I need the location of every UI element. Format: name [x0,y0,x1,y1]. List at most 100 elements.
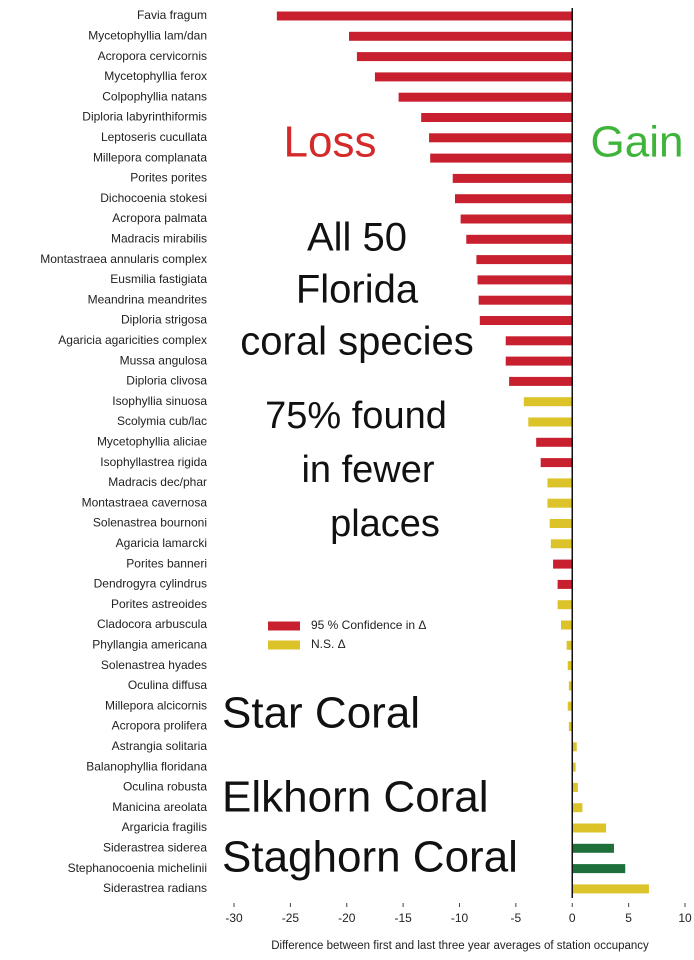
bar [421,113,573,122]
bar [572,803,583,813]
y-tick-label: Mycetophyllia ferox [104,69,207,83]
y-tick-label: Acropora prolifera [112,719,208,733]
y-tick-label: Dendrogyra cylindrus [94,577,207,591]
bar [454,194,573,204]
bar [572,782,578,792]
y-tick-label: Phyllangia americana [92,637,207,651]
bar [547,478,573,488]
legend-swatch [268,621,300,631]
annotation: 75% found [265,395,447,437]
y-tick-label: Eusmilia fastigiata [110,272,207,286]
y-tick-label: Siderastrea radians [103,881,207,895]
bar [505,356,573,366]
bar [356,52,573,62]
y-tick-label: Porites porites [130,171,207,185]
bar [553,559,573,569]
bar [523,397,573,407]
annotation: All 50 [307,216,407,260]
bar [557,579,573,589]
bar [572,884,649,894]
y-tick-label: Argaricia fragilis [122,820,207,834]
y-tick-label: Agaricia agaricities complex [58,333,207,347]
bar [452,173,573,183]
y-tick-label: Madracis dec/phar [108,475,207,489]
y-tick-label: Isophyllastrea rigida [100,455,207,469]
bar [509,376,573,386]
y-tick-label: Millepora complanata [93,150,207,164]
legend-label: N.S. Δ [311,637,346,651]
y-tick-label: Favia fragum [137,8,207,22]
bar [547,498,573,508]
bar [566,640,573,650]
y-tick-label: Diploria clivosa [126,374,207,388]
bar [528,417,573,427]
x-tick-label: 10 [678,911,692,925]
bar [568,681,573,691]
y-tick-label: Mussa angulosa [120,353,208,367]
x-tick-label: -20 [338,911,356,925]
bar [479,316,573,325]
y-tick-label: Stephanocoenia michelinii [68,861,207,875]
bar [572,823,607,833]
y-tick-label: Colpophyllia natans [102,89,207,103]
bar [540,458,573,468]
y-tick-label: Porites banneri [126,556,207,570]
bar [572,762,576,772]
bar [549,519,573,528]
y-tick-label: Mycetophyllia aliciae [97,434,207,448]
y-tick-label: Siderastrea siderea [103,840,207,854]
bar [572,742,577,752]
y-tick-label: Diploria strigosa [121,313,207,327]
y-tick-label: Meandrina meandrites [88,292,207,306]
annotation: Loss [284,118,377,167]
y-tick-label: Balanophyllia floridana [86,759,207,773]
bar [460,214,573,224]
annotation: Star Coral [222,689,420,738]
bar [276,11,573,21]
x-tick-label: -25 [282,911,300,925]
y-tick-label: Madracis mirabilis [111,231,207,245]
annotation: places [330,503,440,545]
bar [466,234,573,244]
bar [429,133,573,143]
y-tick-label: Agaricia lamarcki [116,536,207,550]
bar [572,843,614,853]
y-tick-label: Astrangia solitaria [112,739,208,753]
y-tick-label: Porites astreoides [111,597,207,611]
bar [560,620,573,630]
bar [568,722,573,731]
y-tick-label: Solenastrea hyades [101,658,207,672]
y-tick-label: Isophyllia sinuosa [112,394,207,408]
y-tick-label: Diploria labyrinthiformis [82,110,207,124]
bar [505,336,573,346]
x-tick-label: -30 [225,911,243,925]
bar [572,864,626,874]
x-tick-label: -15 [394,911,412,925]
x-tick-label: -10 [451,911,469,925]
y-tick-label: Cladocora arbuscula [97,617,207,631]
annotation: Gain [591,118,684,167]
annotation: coral species [240,320,473,364]
annotation: Florida [296,268,419,312]
bar [536,437,573,447]
y-tick-label: Dichocoenia stokesi [100,191,207,205]
bar [398,92,573,102]
legend-label: 95 % Confidence in Δ [311,618,426,632]
annotation: in fewer [301,449,434,491]
y-tick-label: Solenastrea bournoni [93,516,207,530]
y-tick-label: Leptoseris cucullata [101,130,207,144]
y-tick-label: Mycetophyllia lam/dan [88,28,207,42]
y-tick-label: Manicina areolata [112,800,207,814]
y-tick-label: Oculina diffusa [128,678,207,692]
bar [567,701,573,711]
bar [476,255,573,265]
bar [478,295,573,305]
y-tick-label: Montastraea annularis complex [40,252,207,266]
y-tick-label: Acropora cervicornis [98,49,207,63]
x-axis-label: Difference between first and last three … [271,940,649,952]
annotation: Elkhorn Coral [222,773,489,822]
bar [567,661,573,671]
y-tick-label: Acropora palmata [112,211,207,225]
bar [557,600,573,610]
